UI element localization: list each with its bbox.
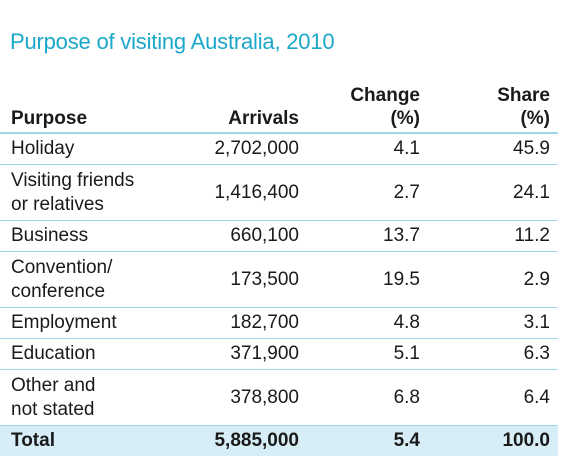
arrivals-cell: 371,900 (166, 338, 307, 370)
total-label: Total (0, 425, 166, 456)
total-row: Total 5,885,000 5.4 100.0 (0, 425, 558, 456)
change-cell: 4.1 (307, 133, 428, 165)
arrivals-cell: 660,100 (166, 220, 307, 252)
share-cell: 6.3 (428, 338, 558, 370)
header-row: Purpose Arrivals Change (%) Share (%) (0, 82, 558, 134)
arrivals-cell: 378,800 (166, 369, 307, 426)
arrivals-cell: 182,700 (166, 307, 307, 339)
share-cell: 6.4 (428, 369, 558, 426)
share-cell: 45.9 (428, 133, 558, 165)
change-cell: 4.8 (307, 307, 428, 339)
table-row: Other and not stated 378,800 6.8 6.4 (0, 369, 558, 426)
change-cell: 19.5 (307, 251, 428, 308)
change-cell: 5.1 (307, 338, 428, 370)
purpose-cell: Employment (0, 307, 166, 339)
arrivals-cell: 1,416,400 (166, 164, 307, 221)
purpose-table: Purpose Arrivals Change (%) Share (%) Ho… (0, 82, 558, 456)
column-header-arrivals: Arrivals (166, 82, 307, 134)
total-change: 5.4 (307, 425, 428, 456)
change-cell: 6.8 (307, 369, 428, 426)
table-title: Purpose of visiting Australia, 2010 (10, 29, 335, 54)
purpose-cell: Holiday (0, 133, 166, 165)
table-row: Business 660,100 13.7 11.2 (0, 220, 558, 252)
arrivals-cell: 2,702,000 (166, 133, 307, 165)
table-row: Employment 182,700 4.8 3.1 (0, 307, 558, 339)
share-cell: 24.1 (428, 164, 558, 221)
purpose-cell: Other and not stated (0, 369, 166, 426)
column-header-change: Change (%) (307, 82, 428, 134)
column-header-share: Share (%) (428, 82, 558, 134)
total-arrivals: 5,885,000 (166, 425, 307, 456)
change-cell: 2.7 (307, 164, 428, 221)
change-cell: 13.7 (307, 220, 428, 252)
arrivals-cell: 173,500 (166, 251, 307, 308)
table-row: Holiday 2,702,000 4.1 45.9 (0, 133, 558, 165)
purpose-cell: Convention/ conference (0, 251, 166, 308)
share-cell: 11.2 (428, 220, 558, 252)
total-share: 100.0 (428, 425, 558, 456)
share-cell: 2.9 (428, 251, 558, 308)
table-row: Visiting friends or relatives 1,416,400 … (0, 164, 558, 221)
purpose-cell: Business (0, 220, 166, 252)
column-header-purpose: Purpose (0, 82, 166, 134)
table-row: Convention/ conference 173,500 19.5 2.9 (0, 251, 558, 308)
table-row: Education 371,900 5.1 6.3 (0, 338, 558, 370)
purpose-cell: Visiting friends or relatives (0, 164, 166, 221)
share-cell: 3.1 (428, 307, 558, 339)
purpose-cell: Education (0, 338, 166, 370)
